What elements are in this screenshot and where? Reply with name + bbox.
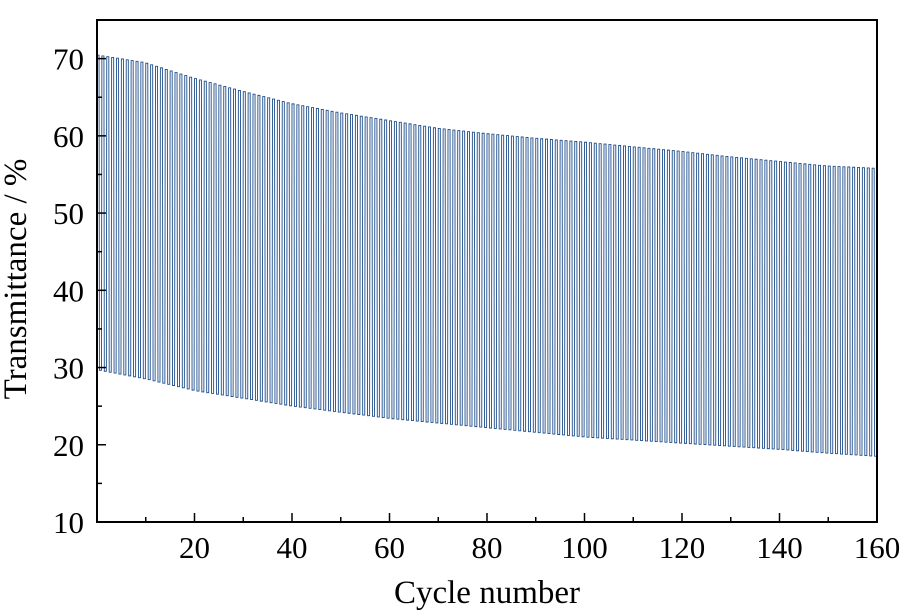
x-tick-label: 80 (472, 530, 503, 565)
plot-frame (96, 19, 878, 523)
x-tick-label: 160 (854, 530, 900, 565)
series-layer (97, 54, 878, 457)
y-tick-label: 20 (53, 428, 84, 463)
ticks-layer: 20 40 60 80 100 120 140 160 10 20 30 40 50 60 70 (53, 19, 900, 565)
y-tick-label: 30 (53, 351, 84, 386)
series-line (97, 54, 878, 457)
x-tick-label: 60 (374, 530, 405, 565)
x-tick-label: 140 (756, 530, 803, 565)
y-tick-label: 40 (53, 273, 84, 308)
x-tick-label: 40 (277, 530, 308, 565)
x-tick-label: 20 (179, 530, 210, 565)
x-axis-label: Cycle number (394, 575, 580, 611)
y-tick-label: 60 (53, 119, 84, 154)
x-tick-label: 120 (659, 530, 706, 565)
y-axis-label: Transmittance / % (0, 159, 34, 400)
y-tick-label: 50 (53, 196, 84, 231)
x-tick-label: 100 (561, 530, 608, 565)
y-tick-label: 70 (53, 42, 84, 77)
y-tick-label: 10 (53, 505, 84, 540)
